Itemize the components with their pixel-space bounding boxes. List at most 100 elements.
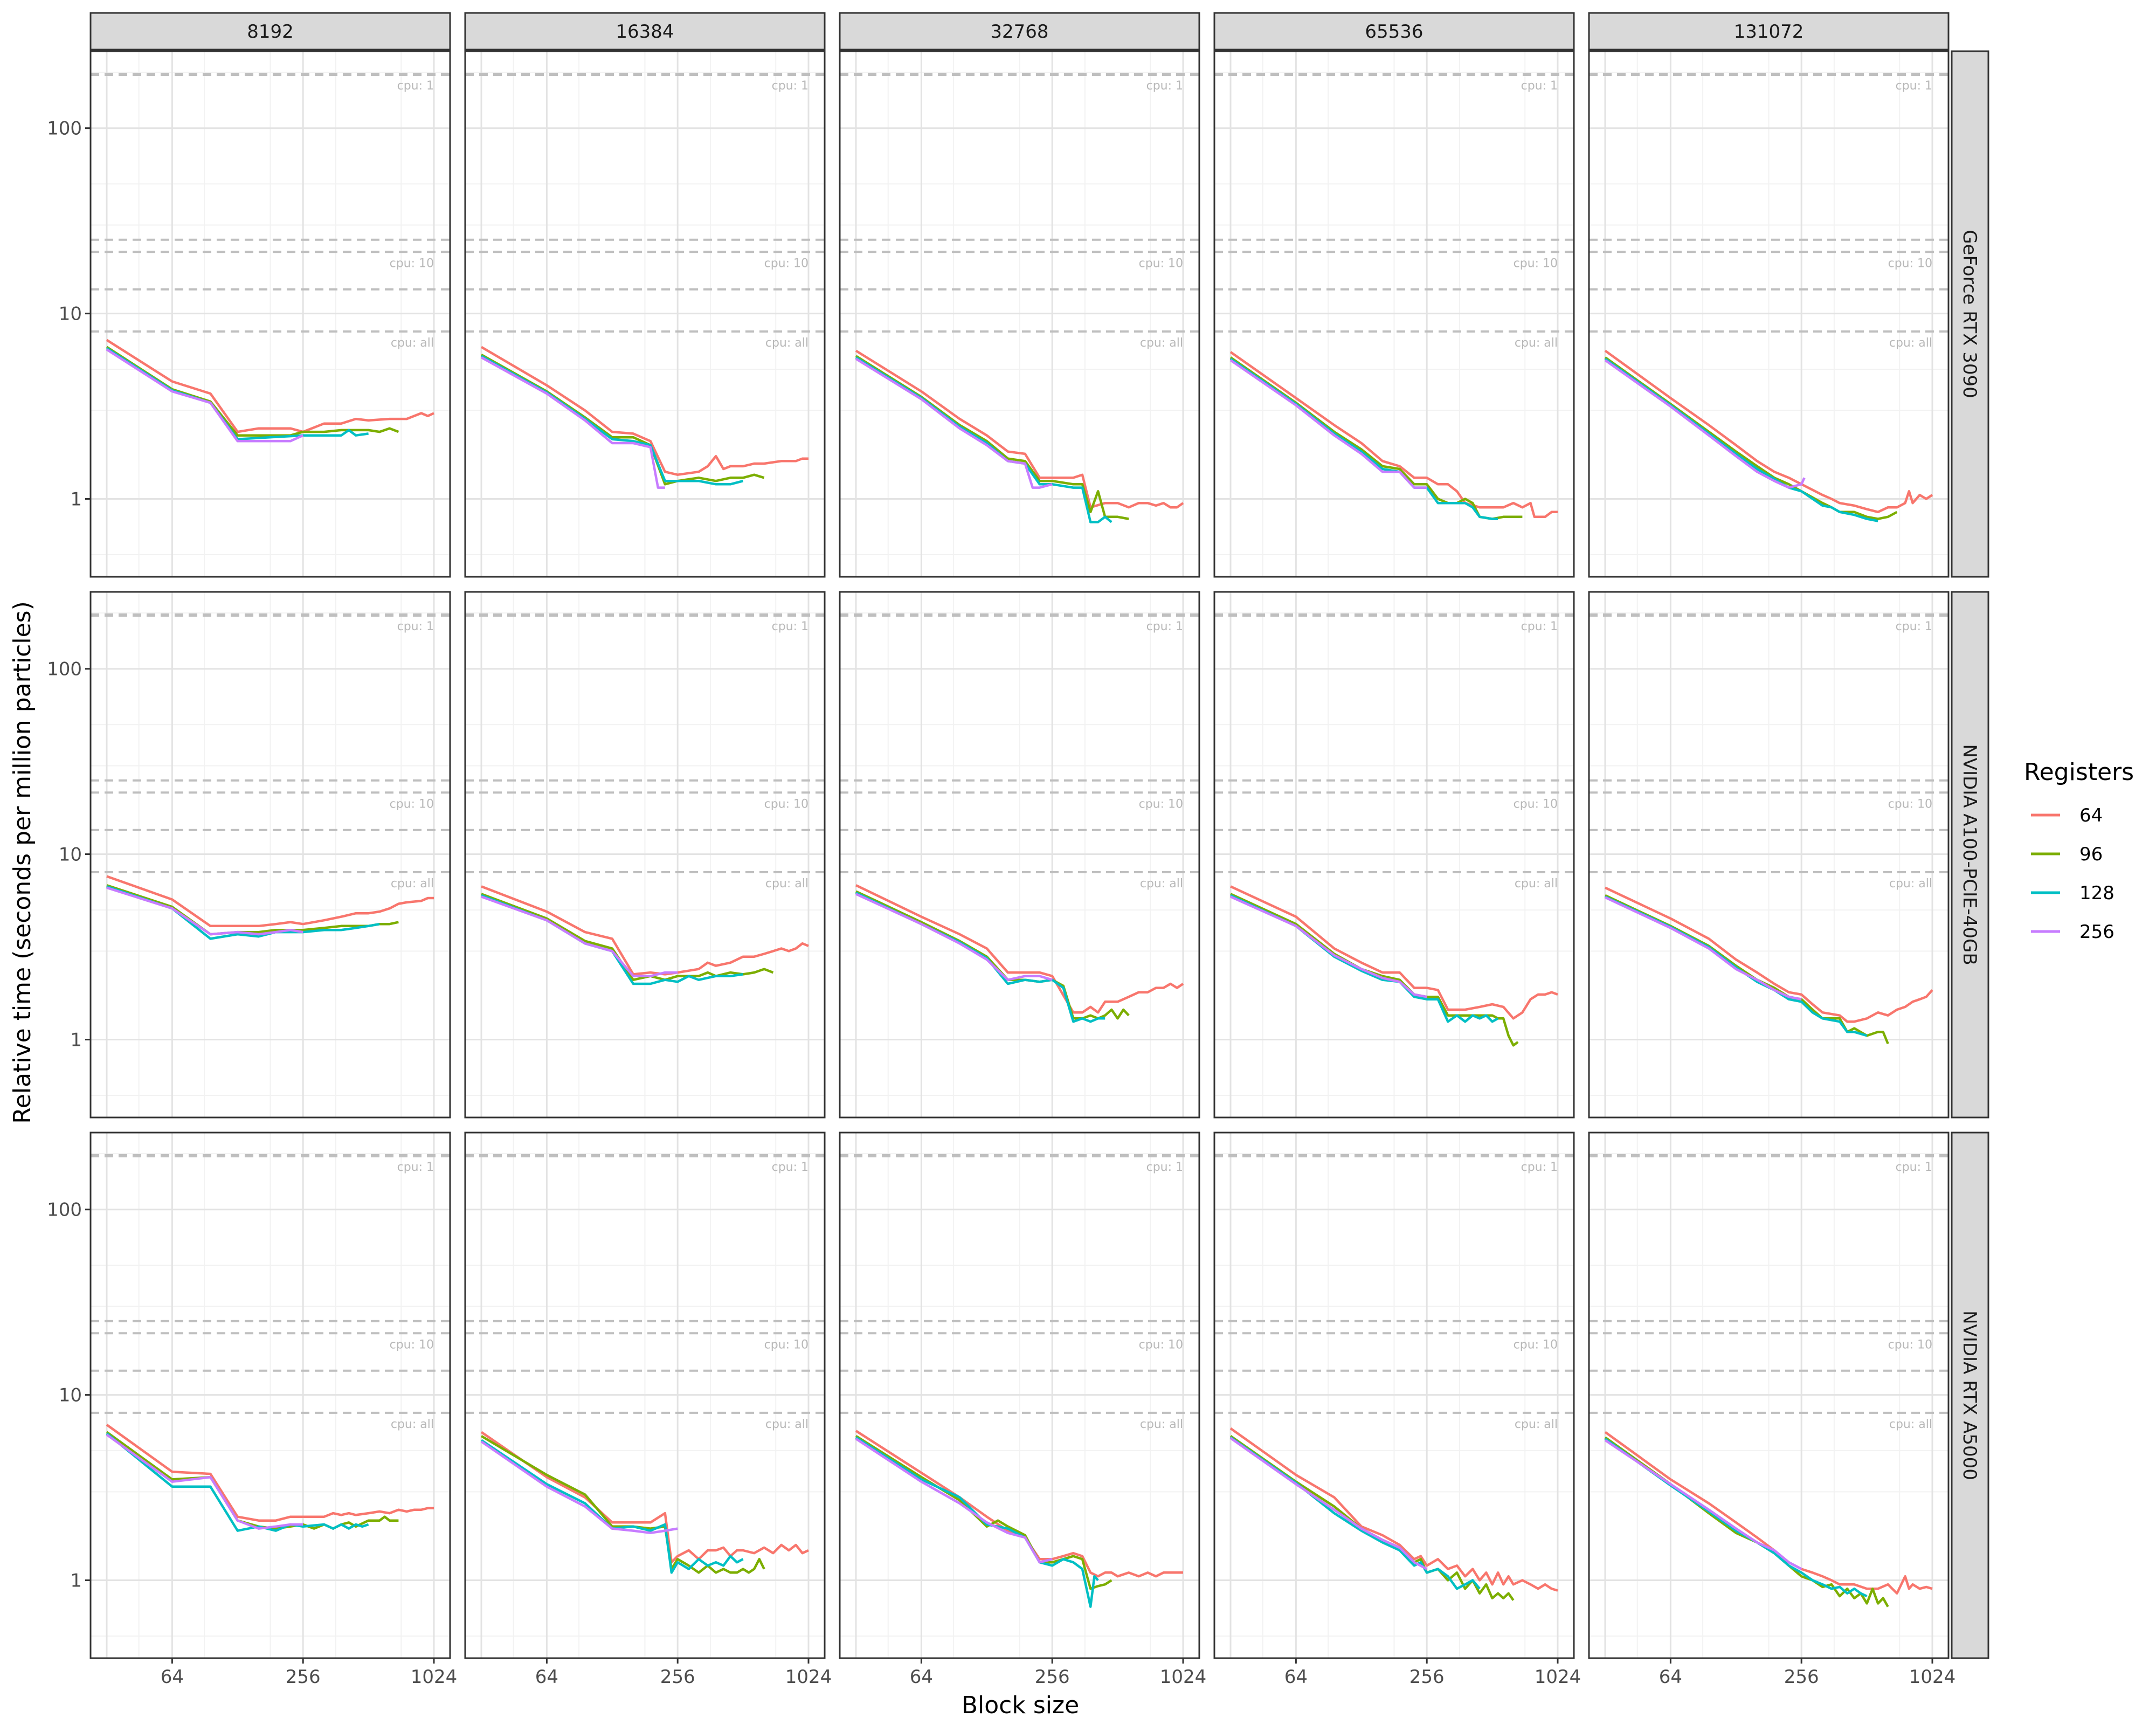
- x-tick-label: 1024: [1535, 1666, 1581, 1688]
- series-line-256: [480, 356, 665, 489]
- row-strip-background: [1951, 1131, 1989, 1659]
- reference-label: cpu: 1: [1146, 1161, 1183, 1174]
- panel-border: [1588, 1131, 1950, 1659]
- reference-label: cpu: all: [1140, 336, 1183, 350]
- series-line-128: [1229, 1436, 1481, 1590]
- panel-border: [839, 1131, 1200, 1659]
- row-strip-label: NVIDIA A100-PCIE-40GB: [1959, 744, 1980, 965]
- x-tick-label: 64: [535, 1666, 558, 1688]
- reference-label: cpu: all: [1889, 336, 1932, 350]
- row-strips: GeForce RTX 3090 NVIDIA A100-PCIE-40GB NVI…: [1951, 50, 1989, 1659]
- legend-entries: 64 96 128 256: [2031, 805, 2114, 943]
- series-line-256: [1230, 895, 1427, 998]
- x-tick-label: 256: [1409, 1666, 1445, 1688]
- panel-r2-c4: cpu: 1 cpu: 10 cpu: all: [1588, 1131, 1950, 1659]
- column-strip-label: 65536: [1365, 21, 1423, 43]
- panel-border: [464, 591, 826, 1119]
- reference-label: cpu: 1: [1896, 1161, 1932, 1174]
- row-strip-label: NVIDIA RTX A5000: [1959, 1310, 1980, 1480]
- reference-label: cpu: all: [765, 877, 808, 891]
- column-strip-background: [464, 12, 826, 51]
- series-line-256: [1604, 359, 1806, 489]
- panel-border: [1588, 591, 1950, 1119]
- x-tick-label: 64: [910, 1666, 933, 1688]
- x-tick-label: 1024: [1909, 1666, 1956, 1688]
- reference-label: cpu: 10: [764, 1338, 808, 1351]
- series-group: [106, 339, 434, 443]
- series-group: [1605, 886, 1933, 1045]
- panel-r2-c0: cpu: 1 cpu: 10 cpu: all: [89, 1131, 451, 1659]
- x-tick-label: 1024: [785, 1666, 832, 1688]
- x-tick-label: 256: [286, 1666, 321, 1688]
- x-tick-label: 1024: [411, 1666, 458, 1688]
- series-line-128: [1229, 357, 1498, 520]
- row-strip-background: [1951, 591, 1989, 1119]
- series-line-96: [855, 355, 1129, 520]
- series-line-64: [1604, 349, 1933, 514]
- series-line-256: [106, 348, 304, 443]
- series-line-64: [481, 885, 809, 976]
- series-line-256: [1229, 1437, 1428, 1570]
- reference-label: cpu: all: [1889, 877, 1932, 891]
- x-axis-ticks: 64 256 1024 64 256 1024 64 256 1024 64 256 1024 64 25…: [161, 1658, 1955, 1688]
- series-line-128: [1604, 357, 1878, 522]
- reference-label: cpu: all: [1889, 1418, 1932, 1431]
- row-strip-background: [1951, 50, 1989, 578]
- panel-border: [839, 591, 1200, 1119]
- series-line-64: [106, 1424, 434, 1522]
- panel-r0-c0: cpu: 1 cpu: 10 cpu: all: [89, 50, 451, 578]
- reference-label: cpu: 10: [390, 257, 434, 270]
- x-tick-label: 1024: [1160, 1666, 1207, 1688]
- series-line-64: [106, 875, 434, 928]
- series-group: [481, 885, 809, 985]
- reference-label: cpu: all: [765, 1418, 808, 1431]
- column-strip-label: 16384: [616, 21, 674, 43]
- reference-label: cpu: 1: [1896, 620, 1932, 633]
- series-group: [106, 875, 434, 940]
- row-strip-label: GeForce RTX 3090: [1959, 230, 1980, 398]
- reference-label: cpu: 1: [772, 620, 808, 633]
- legend-label-96: 96: [2079, 844, 2103, 865]
- column-strip-background: [89, 12, 451, 51]
- panel-border: [1213, 50, 1575, 578]
- series-line-256: [106, 1433, 303, 1530]
- reference-label: cpu: all: [765, 336, 808, 350]
- series-line-64: [1605, 886, 1933, 1023]
- panels: cpu: 1 cpu: 10 cpu: all cpu: 1 cpu: 10 cpu: a…: [89, 50, 1950, 1659]
- panel-r0-c1: cpu: 1 cpu: 10 cpu: all: [464, 50, 826, 578]
- y-tick-label: 10: [59, 303, 82, 325]
- panel-r1-c0: cpu: 1 cpu: 10 cpu: all: [89, 591, 451, 1119]
- column-strip-background: [839, 12, 1200, 51]
- column-strips: 8192 16384 32768 65536 131072: [89, 12, 1950, 51]
- panel-border: [1213, 1131, 1575, 1659]
- series-line-256: [481, 895, 678, 977]
- series-group: [855, 349, 1184, 523]
- series-group: [1230, 885, 1558, 1047]
- panel-border: [464, 1131, 826, 1659]
- reference-label: cpu: 1: [1521, 620, 1558, 633]
- panel-r1-c3: cpu: 1 cpu: 10 cpu: all: [1213, 591, 1575, 1119]
- reference-label: cpu: 1: [397, 620, 434, 633]
- y-tick-label: 10: [59, 1385, 82, 1406]
- x-tick-label: 256: [1035, 1666, 1070, 1688]
- series-line-256: [1604, 1439, 1802, 1570]
- series-line-64: [1604, 1431, 1933, 1595]
- series-line-128: [106, 1432, 369, 1532]
- reference-label: cpu: 1: [397, 79, 434, 93]
- reference-label: cpu: 10: [1514, 257, 1558, 270]
- x-tick-label: 256: [660, 1666, 695, 1688]
- series-group: [1229, 1427, 1558, 1601]
- panel-border: [464, 50, 826, 578]
- column-strip-background: [1588, 12, 1950, 51]
- panel-r0-c4: cpu: 1 cpu: 10 cpu: all: [1588, 50, 1950, 578]
- panel-r1-c4: cpu: 1 cpu: 10 cpu: all: [1588, 591, 1950, 1119]
- column-strip-label: 32768: [990, 21, 1048, 43]
- column-strip-background: [1213, 12, 1575, 51]
- reference-label: cpu: 10: [1139, 797, 1183, 811]
- series-line-128: [1230, 894, 1499, 1023]
- reference-label: cpu: 10: [1888, 1338, 1932, 1351]
- reference-label: cpu: all: [1140, 1418, 1183, 1431]
- panel-r0-c3: cpu: 1 cpu: 10 cpu: all: [1213, 50, 1575, 578]
- series-line-256: [855, 893, 1053, 981]
